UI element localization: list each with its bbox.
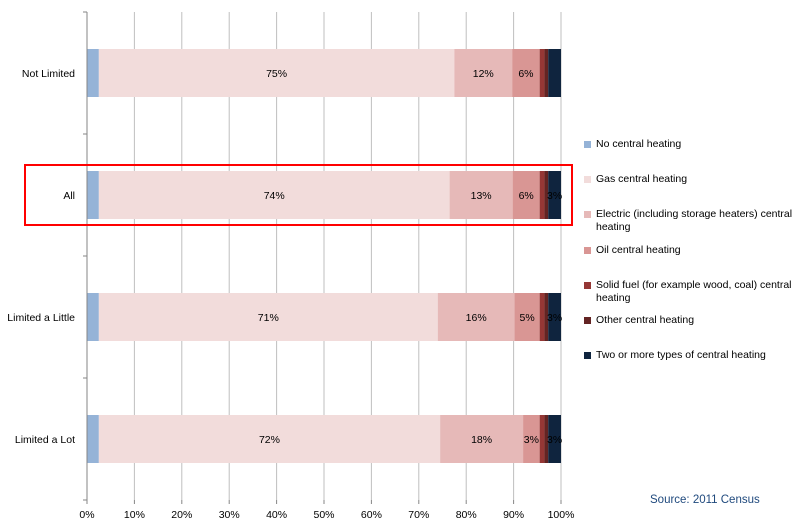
legend-label: Gas central heating — [596, 173, 688, 185]
bar-segment — [98, 171, 450, 219]
data-label: 71% — [258, 312, 279, 324]
bar-segment — [87, 415, 99, 463]
x-tick-label: 50% — [313, 509, 334, 521]
bar-segment — [514, 293, 540, 341]
data-label: 3% — [547, 312, 562, 324]
highlight-box — [24, 164, 573, 226]
legend-item: Solid fuel (for example wood, coal) cent… — [584, 279, 806, 305]
data-label: 3% — [547, 434, 562, 446]
x-tick-label: 10% — [124, 509, 145, 521]
legend-label: Oil central heating — [596, 244, 681, 256]
bar-segment — [454, 49, 513, 97]
bar-segment — [512, 49, 540, 97]
legend-swatch — [584, 352, 591, 359]
category-labels: Not Limited All Limited a Little Limited a … — [7, 68, 75, 446]
bar-segment — [544, 293, 549, 341]
bar-segment — [548, 293, 561, 341]
x-tick-label: 20% — [171, 509, 192, 521]
bar-segment — [87, 49, 99, 97]
source-note: Source: 2011 Census — [650, 494, 760, 506]
data-label: 12% — [473, 68, 494, 80]
x-tick-label: 90% — [503, 509, 524, 521]
legend-item: Electric (including storage heaters) cen… — [584, 208, 806, 234]
bar-segment — [539, 293, 545, 341]
bar-segment — [449, 171, 513, 219]
category-label: Limited a Lot — [15, 434, 75, 446]
data-label: 6% — [518, 68, 533, 80]
legend-swatch — [584, 282, 591, 289]
legend-swatch — [584, 176, 591, 183]
data-label: 3% — [524, 434, 539, 446]
bar-segment — [437, 293, 515, 341]
bar-segment — [512, 171, 540, 219]
bar-segment — [544, 49, 549, 97]
category-label: All — [63, 190, 75, 202]
bar-segment — [539, 171, 545, 219]
legend-item: Other central heating — [584, 314, 806, 327]
legend-label: Electric (including storage heaters) cen… — [596, 208, 793, 233]
x-tick-label: 0% — [79, 509, 94, 521]
legend-swatch — [584, 211, 591, 218]
bar-segment — [440, 415, 524, 463]
x-tick-label: 70% — [408, 509, 429, 521]
legend-item: No central heating — [584, 138, 806, 151]
legend-label: Other central heating — [596, 314, 695, 326]
x-tick-label: 80% — [456, 509, 477, 521]
bar-segment — [87, 171, 99, 219]
bar-segment — [548, 171, 561, 219]
legend-item: Oil central heating — [584, 244, 806, 257]
axes — [83, 11, 562, 504]
data-label: 74% — [264, 190, 285, 202]
x-tick-labels: 0% 10% 20% 30% 40% 50% 60% 70% 80% 90% 100% — [79, 509, 574, 521]
category-label: Not Limited — [22, 68, 75, 80]
x-tick-label: 40% — [266, 509, 287, 521]
legend-swatch — [584, 247, 591, 254]
x-tick-label: 100% — [548, 509, 575, 521]
data-label: 18% — [471, 434, 492, 446]
legend-swatch — [584, 317, 591, 324]
legend-label: No central heating — [596, 138, 682, 150]
bar-segment — [539, 49, 545, 97]
category-label: Limited a Little — [7, 312, 75, 324]
x-tick-label: 30% — [219, 509, 240, 521]
data-label: 75% — [266, 68, 287, 80]
bar-segment — [548, 415, 561, 463]
legend-item: Two or more types of central heating — [584, 349, 806, 362]
bar-segment — [87, 293, 99, 341]
bars — [87, 49, 561, 463]
data-labels: 75% 12% 6% 74% 13% 6% 3% 71% 16% 5% 3% 72% 18% 3% 3% — [258, 68, 562, 446]
bar-segment — [544, 415, 549, 463]
legend-label: Two or more types of central heating — [596, 349, 766, 361]
bar-segment — [98, 293, 438, 341]
data-label: 72% — [259, 434, 280, 446]
legend-label: Solid fuel (for example wood, coal) cent… — [596, 279, 792, 304]
data-label: 5% — [520, 312, 535, 324]
bar-segment — [548, 49, 561, 97]
data-label: 16% — [466, 312, 487, 324]
bar-segment — [98, 49, 455, 97]
data-label: 13% — [471, 190, 492, 202]
legend-item: Gas central heating — [584, 173, 806, 186]
data-label: 6% — [519, 190, 534, 202]
legend-swatch — [584, 141, 591, 148]
bar-segment — [523, 415, 540, 463]
bar-segment — [544, 171, 549, 219]
bar-segment — [539, 415, 545, 463]
data-label: 3% — [547, 190, 562, 202]
x-tick-label: 60% — [361, 509, 382, 521]
bar-segment — [98, 415, 441, 463]
